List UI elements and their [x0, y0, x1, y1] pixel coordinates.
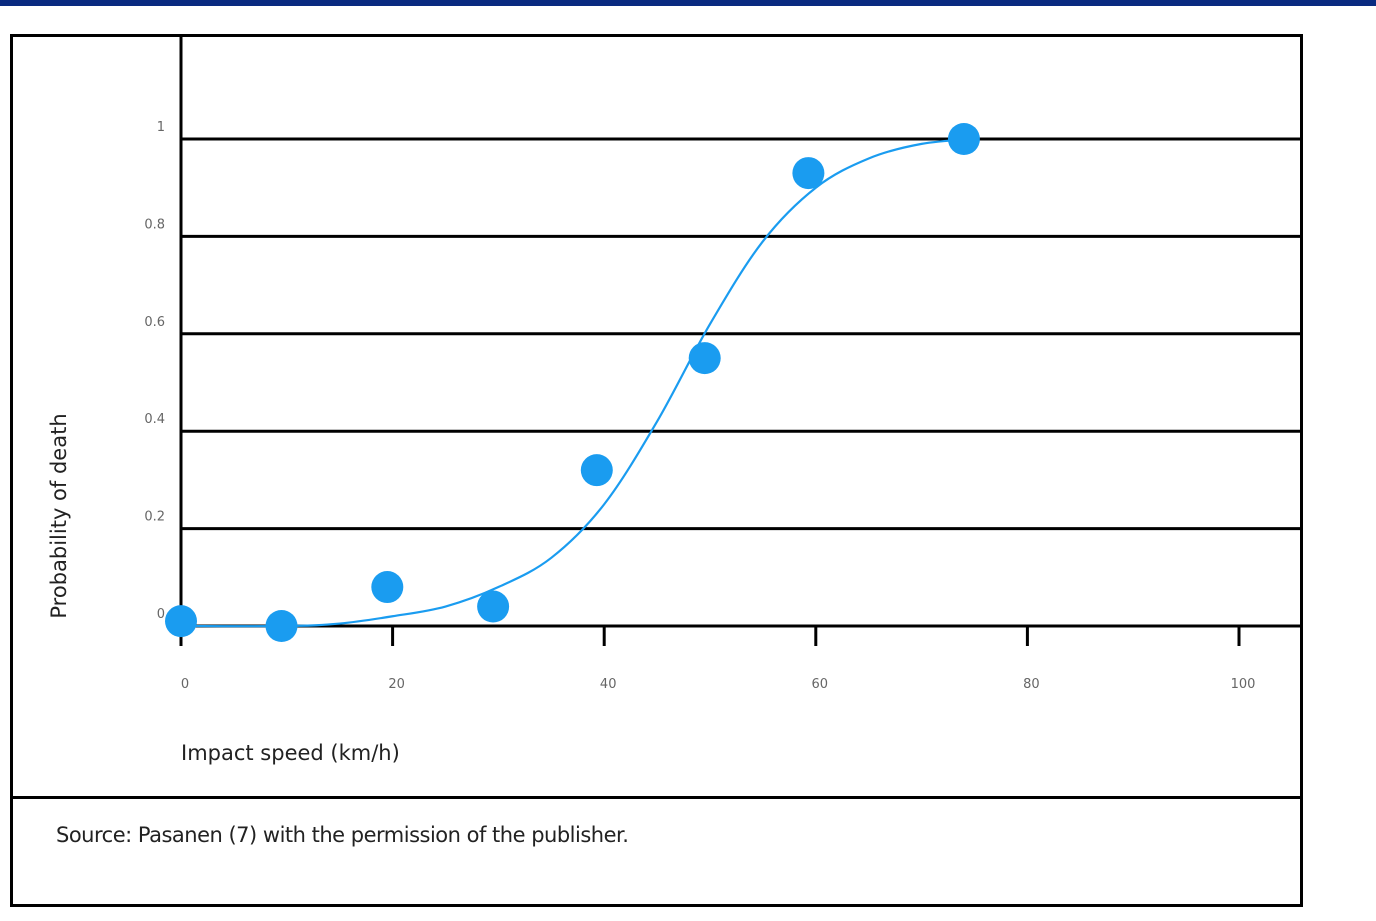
data-points: [165, 123, 980, 642]
x-ticks: 0 20 40 60 80 100: [179, 626, 1256, 692]
y-tick-label: 0.2: [144, 510, 165, 525]
axes: [179, 34, 1303, 628]
x-axis-title: Impact speed (km/h): [181, 741, 400, 765]
data-point: [371, 571, 404, 604]
grid-lines: [181, 137, 1303, 531]
y-tick-label: 0: [157, 607, 165, 622]
fit-curve: [180, 137, 975, 628]
top-bar: [0, 0, 1376, 6]
y-tick-label: 1: [157, 120, 165, 135]
data-point: [947, 123, 980, 155]
data-point: [477, 590, 510, 623]
source-note: Source: Pasanen (7) with the permission …: [56, 823, 629, 847]
x-tick-label: 60: [812, 677, 829, 692]
y-axis-title: Probability of death: [47, 413, 71, 618]
x-tick-label: 40: [600, 677, 617, 692]
data-point: [265, 610, 298, 642]
data-point: [165, 605, 197, 638]
x-tick-label: 20: [388, 677, 405, 692]
figure-frame: [10, 34, 1303, 907]
y-tick-label: 0.8: [144, 217, 165, 232]
y-tick-label: 0.4: [144, 412, 165, 427]
data-point: [688, 342, 721, 375]
y-tick-labels: 0 0.2 0.4 0.6 0.8 1: [144, 120, 165, 622]
x-tick-label: 100: [1231, 677, 1256, 692]
y-tick-label: 0.6: [144, 315, 165, 330]
data-point: [580, 454, 613, 487]
x-tick-label: 0: [181, 677, 189, 692]
data-point: [792, 157, 825, 190]
x-tick-label: 80: [1023, 677, 1040, 692]
source-divider: [10, 796, 1303, 799]
